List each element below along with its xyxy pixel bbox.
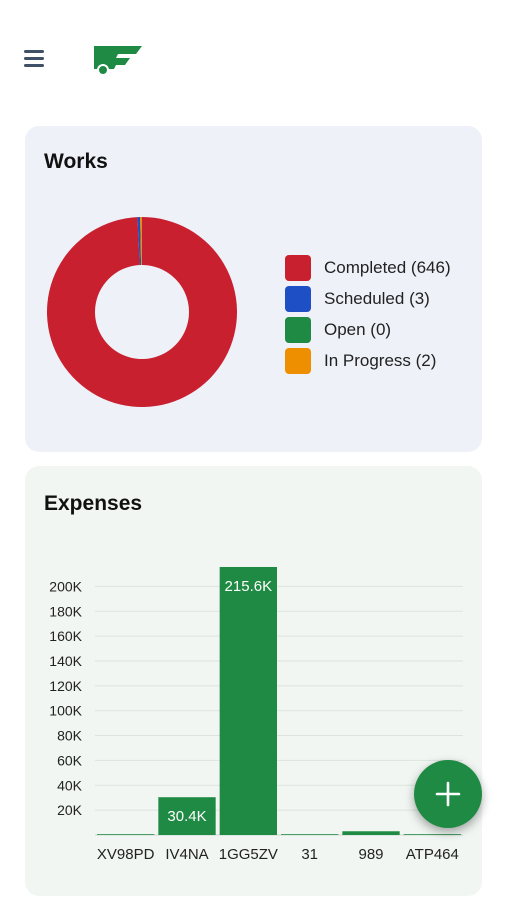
plus-icon <box>435 781 461 807</box>
legend-item-open[interactable]: Open (0) <box>285 314 451 345</box>
truck-logo-icon[interactable] <box>92 40 144 78</box>
y-tick-label: 60K <box>57 752 83 768</box>
x-tick-label: 1GG5ZV <box>219 846 278 863</box>
legend-label: Completed (646) <box>324 257 451 277</box>
bar-atp464 <box>403 834 461 835</box>
legend-label: Open (0) <box>324 319 392 339</box>
x-tick-label: IV4NA <box>165 846 208 863</box>
hamburger-menu-icon[interactable] <box>22 48 46 70</box>
y-tick-label: 20K <box>57 802 83 818</box>
bar-1gg5zv <box>219 567 277 835</box>
x-tick-label: 989 <box>358 846 383 863</box>
legend-swatch <box>285 316 311 343</box>
donut-slice-in-progress <box>140 217 142 266</box>
works-card: Works Completed (646) Scheduled (3) Open… <box>25 126 482 452</box>
bar-989 <box>342 831 400 835</box>
y-tick-label: 200K <box>49 578 82 594</box>
bar-value-label: 215.6K <box>225 578 273 595</box>
legend-swatch <box>285 285 311 312</box>
y-tick-label: 180K <box>49 603 82 619</box>
legend-label: Scheduled (3) <box>324 288 430 308</box>
works-title: Works <box>44 150 108 173</box>
expenses-title: Expenses <box>44 492 143 515</box>
donut-slice-completed <box>46 217 238 407</box>
bar-xv98pd <box>97 834 155 835</box>
bar-value-label: 30.4K <box>167 808 206 825</box>
y-tick-label: 160K <box>49 628 82 644</box>
top-bar <box>0 0 507 100</box>
y-tick-label: 80K <box>57 728 83 744</box>
expenses-bar-chart: 20K 40K 60K 80K 100K 120K 140K 160K 180K 200K XV98… <box>49 567 463 863</box>
y-tick-label: 100K <box>49 703 82 719</box>
legend-item-scheduled[interactable]: Scheduled (3) <box>285 283 451 314</box>
x-tick-label: 31 <box>301 846 318 863</box>
expenses-card: Expenses 20K 40K 60K 80K 100K 120K 140K 160K 180… <box>25 466 482 896</box>
y-tick-label: 140K <box>49 653 82 669</box>
works-donut-chart <box>46 217 238 407</box>
bar-iv4na <box>158 797 216 835</box>
y-tick-label: 40K <box>57 777 83 793</box>
legend-item-completed[interactable]: Completed (646) <box>285 252 451 283</box>
legend-item-in-progress[interactable]: In Progress (2) <box>285 345 451 376</box>
bar-31 <box>281 834 339 835</box>
x-tick-label: XV98PD <box>97 846 155 863</box>
donut-slice-scheduled <box>137 217 142 266</box>
legend-swatch <box>285 347 311 374</box>
y-tick-label: 120K <box>49 678 82 694</box>
legend-label: In Progress (2) <box>324 350 437 370</box>
x-tick-label: ATP464 <box>406 846 459 863</box>
works-legend: Completed (646) Scheduled (3) Open (0) I… <box>285 252 451 376</box>
add-button[interactable] <box>414 760 482 828</box>
legend-swatch <box>285 254 311 281</box>
